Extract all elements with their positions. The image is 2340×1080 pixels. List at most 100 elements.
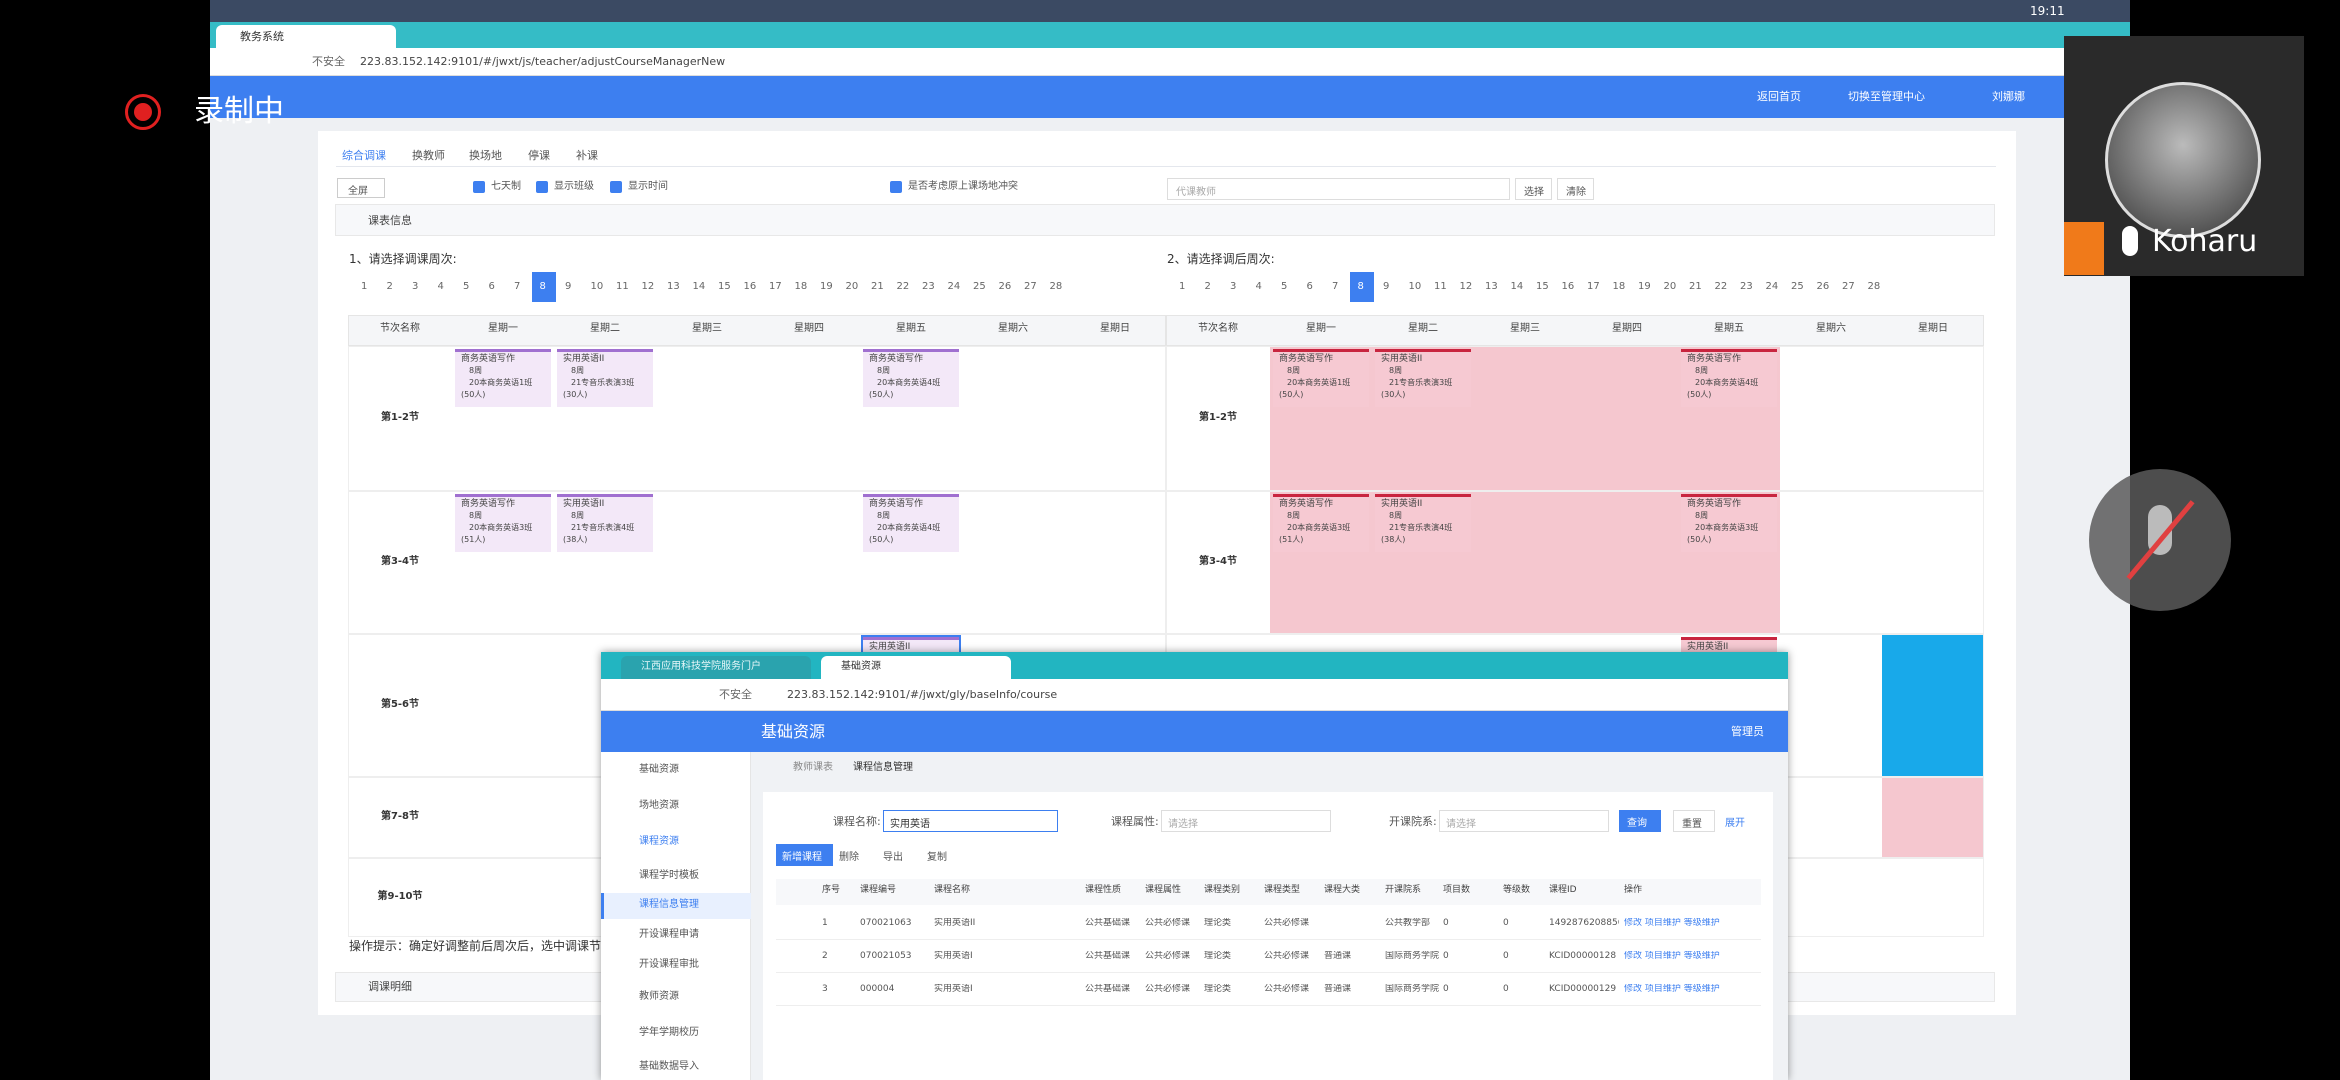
checkbox[interactable] <box>890 181 902 193</box>
week[interactable]: 4 <box>1255 281 1262 292</box>
week[interactable]: 26 <box>1816 281 1830 292</box>
button[interactable]: 新增课程 <box>776 844 836 866</box>
week[interactable]: 23 <box>922 281 935 292</box>
cell[interactable]: 修改 项目维护 等级维护 <box>1624 951 1720 961</box>
week[interactable]: 3 <box>1230 281 1237 292</box>
tab-item[interactable]: 停课 <box>528 149 550 162</box>
fullscreen-btn[interactable]: 全屏 <box>337 178 385 198</box>
tab[interactable] <box>216 25 396 48</box>
week[interactable]: 21 <box>871 281 884 292</box>
week[interactable]: 20 <box>1663 281 1677 292</box>
sidebar-item[interactable]: 基础数据导入 <box>639 1061 699 1072</box>
week[interactable]: 4 <box>437 281 444 292</box>
week[interactable]: 11 <box>1434 281 1447 292</box>
checkbox[interactable] <box>610 181 622 193</box>
week[interactable]: 18 <box>1612 281 1626 292</box>
week[interactable]: 24 <box>1765 281 1779 292</box>
tab[interactable] <box>621 656 811 679</box>
week[interactable]: 23 <box>1740 281 1753 292</box>
week[interactable]: 15 <box>1536 281 1549 292</box>
button[interactable]: 复制 <box>921 844 959 866</box>
course-card[interactable]: 商务英语写作 8周 20本商务英语4班 (50人) <box>863 494 959 552</box>
button[interactable]: 选择 <box>1515 178 1552 200</box>
tab[interactable] <box>821 656 1011 679</box>
week[interactable]: 19 <box>820 281 833 292</box>
sidebar-item[interactable]: 场地资源 <box>639 800 679 811</box>
sidebar-item[interactable]: 学年学期校历 <box>639 1027 699 1038</box>
week[interactable]: 24 <box>947 281 961 292</box>
week[interactable]: 7 <box>514 281 521 292</box>
week[interactable]: 5 <box>1281 281 1288 292</box>
tab-item[interactable]: 换场地 <box>469 149 502 162</box>
course-card[interactable]: 实用英语II 8周 21专音乐表演4班 (38人) <box>557 494 653 552</box>
cell[interactable]: 修改 项目维护 等级维护 <box>1624 918 1720 928</box>
checkbox[interactable] <box>536 181 548 193</box>
tab-item[interactable]: 综合调课 <box>342 149 386 162</box>
nav-link[interactable]: 切换至管理中心 <box>1848 90 1925 103</box>
select[interactable]: 请选择 <box>1439 810 1609 832</box>
teacher-input[interactable]: 代课教师 <box>1167 178 1510 200</box>
week[interactable]: 6 <box>1306 281 1313 292</box>
week[interactable]: 27 <box>1842 281 1855 292</box>
sidebar-item[interactable]: 开设课程申请 <box>639 929 699 940</box>
sidebar-item[interactable]: 课程资源 <box>639 836 679 847</box>
course-card[interactable]: 商务英语写作 8周 20本商务英语4班 (50人) <box>1681 349 1777 407</box>
week[interactable]: 28 <box>1049 281 1063 292</box>
week[interactable]: 27 <box>1024 281 1037 292</box>
course-card[interactable]: 商务英语写作 8周 20本商务英语3班 (51人) <box>455 494 551 552</box>
week[interactable]: 1 <box>1179 281 1186 292</box>
week[interactable]: 9 <box>565 281 572 292</box>
week[interactable]: 28 <box>1867 281 1881 292</box>
button[interactable]: 重置 <box>1673 810 1715 832</box>
course-card[interactable]: 商务英语写作 8周 20本商务英语3班 (51人) <box>1273 494 1369 552</box>
course-card[interactable]: 实用英语II 8周 21专音乐表演3班 (30人) <box>557 349 653 407</box>
week[interactable]: 21 <box>1689 281 1702 292</box>
cell[interactable]: 修改 项目维护 等级维护 <box>1624 984 1720 994</box>
week[interactable]: 12 <box>1459 281 1473 292</box>
button[interactable]: 查询 <box>1619 810 1661 832</box>
page-tab[interactable]: 教师课表 <box>793 762 833 773</box>
week[interactable]: 2 <box>1204 281 1211 292</box>
week[interactable]: 8 <box>1357 281 1364 292</box>
button[interactable]: 清除 <box>1557 178 1594 200</box>
week[interactable]: 3 <box>412 281 419 292</box>
week[interactable]: 1 <box>361 281 368 292</box>
week[interactable]: 22 <box>1714 281 1728 292</box>
week[interactable]: 16 <box>1561 281 1575 292</box>
week[interactable]: 17 <box>1587 281 1600 292</box>
button[interactable]: 导出 <box>877 844 915 866</box>
sidebar-item[interactable]: 教师资源 <box>639 991 679 1002</box>
week[interactable]: 10 <box>590 281 604 292</box>
sidebar-item[interactable]: 课程信息管理 <box>639 899 699 910</box>
checkbox[interactable] <box>473 181 485 193</box>
nav-link[interactable]: 刘娜娜 <box>1992 90 2025 103</box>
sidebar-item[interactable]: 基础资源 <box>639 764 679 775</box>
week[interactable]: 22 <box>896 281 910 292</box>
week[interactable]: 2 <box>386 281 393 292</box>
week[interactable]: 12 <box>641 281 655 292</box>
course-card[interactable]: 商务英语写作 8周 20本商务英语3班 (50人) <box>1681 494 1777 552</box>
week[interactable]: 19 <box>1638 281 1651 292</box>
week[interactable]: 8 <box>539 281 546 292</box>
course-card[interactable]: 实用英语II 8周 21专音乐表演3班 (30人) <box>1375 349 1471 407</box>
tab-item[interactable]: 换教师 <box>412 149 445 162</box>
course-card[interactable]: 商务英语写作 8周 20本商务英语4班 (50人) <box>863 349 959 407</box>
week[interactable]: 11 <box>616 281 629 292</box>
course-card[interactable]: 商务英语写作 8周 20本商务英语1班 (50人) <box>1273 349 1369 407</box>
button[interactable]: 删除 <box>833 844 871 866</box>
week[interactable]: 13 <box>1485 281 1498 292</box>
week[interactable]: 14 <box>1510 281 1524 292</box>
week[interactable]: 25 <box>973 281 986 292</box>
sidebar-item[interactable]: 开设课程审批 <box>639 959 699 970</box>
course-card[interactable]: 实用英语II 8周 21专音乐表演4班 (38人) <box>1375 494 1471 552</box>
input[interactable]: 实用英语 <box>883 810 1058 832</box>
week[interactable]: 26 <box>998 281 1012 292</box>
week[interactable]: 18 <box>794 281 808 292</box>
week[interactable]: 15 <box>718 281 731 292</box>
button[interactable]: 展开 <box>1717 810 1759 832</box>
week[interactable]: 25 <box>1791 281 1804 292</box>
week[interactable]: 6 <box>488 281 495 292</box>
week[interactable]: 9 <box>1383 281 1390 292</box>
week[interactable]: 14 <box>692 281 706 292</box>
tab-item[interactable]: 补课 <box>576 149 598 162</box>
